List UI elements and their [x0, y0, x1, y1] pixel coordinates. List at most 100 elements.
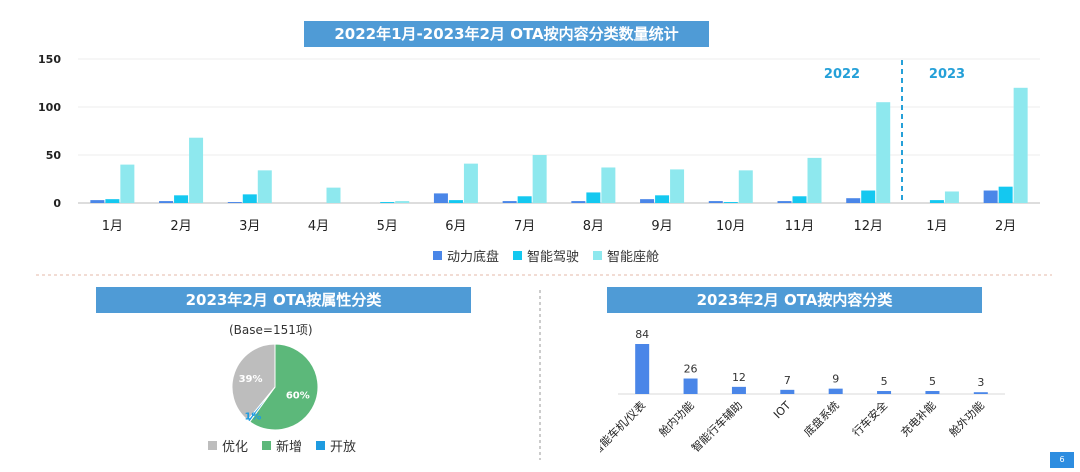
- legend-cockpit: 智能座舱: [593, 246, 659, 265]
- bar-智能驾驶: [586, 192, 601, 203]
- bar-智能驾驶: [792, 196, 807, 203]
- legend-powertrain-label: 动力底盘: [447, 250, 500, 265]
- legend-driving-label: 智能驾驶: [527, 250, 580, 265]
- bar-智能座舱: [257, 170, 272, 203]
- content-bar-value: 26: [684, 363, 698, 376]
- content-category-label: 智能行车辅助: [688, 398, 745, 455]
- top-chart-title: 2022年1月-2023年2月 OTA按内容分类数量统计: [304, 21, 709, 47]
- bar-智能座舱: [738, 170, 753, 203]
- legend-optimize-label: 优化: [222, 440, 249, 455]
- y-tick-label: 100: [38, 101, 61, 114]
- bar-智能驾驶: [929, 200, 944, 203]
- year-2023-label: 2023: [929, 67, 965, 82]
- top-chart-legend: 动力底盘 智能驾驶 智能座舱: [433, 246, 673, 265]
- content-bar: [828, 388, 843, 394]
- content-bar-value: 84: [635, 328, 649, 341]
- bar-智能驾驶: [861, 190, 876, 203]
- content-bar: [780, 389, 795, 394]
- legend-optimize: 优化: [208, 436, 248, 455]
- bar-智能座舱: [326, 187, 341, 203]
- bar-智能座舱: [1013, 87, 1028, 203]
- bar-智能座舱: [876, 102, 891, 203]
- content-category-label: 舱外功能: [946, 398, 987, 439]
- y-tick-label: 150: [38, 53, 61, 66]
- content-bar-value: 12: [732, 371, 746, 384]
- content-category-label: 底盘系统: [801, 398, 842, 439]
- bar-智能座舱: [463, 163, 478, 203]
- bar-动力底盘: [159, 201, 174, 203]
- bar-智能驾驶: [998, 186, 1013, 203]
- pie-slice-label: 60%: [286, 390, 310, 401]
- content-category-label: IOT: [771, 399, 794, 422]
- bar-智能座舱: [189, 137, 204, 203]
- content-category-label: 舱内功能: [656, 398, 697, 439]
- legend-open: 开放: [316, 436, 356, 455]
- x-tick-label: 2月: [170, 219, 191, 234]
- bar-动力底盘: [983, 190, 998, 203]
- y-tick-label: 0: [53, 197, 61, 210]
- bar-智能座舱: [601, 167, 616, 203]
- content-bar: [731, 386, 746, 394]
- content-bar-title: 2023年2月 OTA按内容分类: [607, 287, 982, 313]
- content-bar-chart: 84 智能车机/仪表 26 舱内功能 12 智能行车辅助 7 IOT 9 底盘系统 5 行车安全 5 充电…: [600, 328, 1005, 457]
- bar-智能座舱: [807, 157, 822, 203]
- x-tick-label: 1月: [102, 219, 123, 234]
- legend-open-label: 开放: [330, 440, 357, 455]
- pie-chart-title: 2023年2月 OTA按属性分类: [96, 287, 471, 313]
- legend-new-label: 新增: [276, 440, 303, 455]
- content-bar-value: 7: [784, 374, 791, 387]
- content-bar-value: 5: [881, 375, 888, 388]
- content-bar-value: 3: [977, 376, 984, 389]
- pie-slice-新增: [249, 343, 319, 431]
- x-tick-label: 7月: [514, 219, 535, 234]
- x-tick-label: 12月: [853, 219, 883, 234]
- top-chart-x-ticks: 1月 2月 3月 4月 5月 6月 7月 8月 9月 10月 11月 12月 1月 2月: [102, 219, 1017, 234]
- bar-动力底盘: [227, 202, 242, 203]
- x-tick-label: 3月: [239, 219, 260, 234]
- bar-智能座舱: [120, 164, 135, 203]
- pie-slice-label: 39%: [239, 374, 263, 385]
- content-bar: [925, 391, 940, 394]
- pie-legend: 优化 新增 开放: [208, 436, 370, 455]
- bar-智能驾驶: [105, 199, 120, 203]
- bar-动力底盘: [846, 198, 861, 203]
- content-bar: [973, 392, 988, 394]
- x-tick-label: 5月: [377, 219, 398, 234]
- content-bar: [683, 378, 698, 394]
- legend-new: 新增: [262, 436, 302, 455]
- bar-智能座舱: [532, 155, 547, 203]
- bar-智能驾驶: [242, 194, 257, 203]
- pie-base-note: (Base=151项): [229, 323, 313, 337]
- legend-driving: 智能驾驶: [513, 246, 579, 265]
- top-chart-grid: [78, 58, 1040, 204]
- content-bar: [877, 391, 892, 394]
- y-tick-label: 50: [46, 149, 62, 162]
- year-2022-label: 2022: [824, 67, 860, 82]
- bar-智能驾驶: [448, 200, 463, 203]
- x-tick-label: 2月: [995, 219, 1016, 234]
- pie-chart: 39% 60% 1%: [231, 343, 319, 431]
- bar-智能驾驶: [655, 195, 670, 203]
- bar-智能驾驶: [517, 196, 532, 203]
- legend-cockpit-label: 智能座舱: [607, 250, 660, 265]
- legend-powertrain: 动力底盘: [433, 246, 499, 265]
- content-bar: [635, 344, 650, 394]
- bar-智能座舱: [670, 169, 685, 203]
- bar-动力底盘: [708, 201, 723, 203]
- x-tick-label: 11月: [785, 219, 815, 234]
- bar-动力底盘: [777, 201, 792, 203]
- bar-智能座舱: [395, 201, 410, 203]
- x-tick-label: 1月: [926, 219, 947, 234]
- top-chart-bars: [90, 87, 1028, 203]
- x-tick-label: 6月: [445, 219, 466, 234]
- bar-动力底盘: [502, 201, 517, 203]
- content-bar-value: 5: [929, 375, 936, 388]
- content-category-label: 充电补能: [898, 398, 939, 439]
- content-category-label: 行车安全: [849, 398, 890, 439]
- bar-动力底盘: [571, 201, 586, 203]
- x-tick-label: 8月: [583, 219, 604, 234]
- bar-动力底盘: [433, 193, 448, 203]
- top-bar-chart: 0 50 100 150 1月 2月 3月 4月 5月 6月 7月 8月 9月 10月 11月 12月 1月 2…: [38, 53, 1040, 234]
- bar-动力底盘: [90, 200, 105, 203]
- bar-智能座舱: [944, 191, 959, 203]
